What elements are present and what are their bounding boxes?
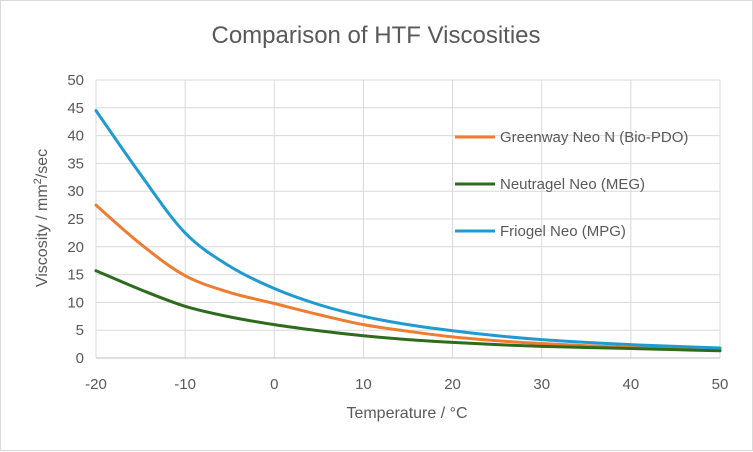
series-line-greenway-neo-n-bio-pdo	[94, 203, 722, 352]
x-axis-title: Temperature / °C	[346, 405, 467, 422]
gridlines	[95, 79, 721, 358]
x-tick-label: 40	[623, 376, 640, 393]
x-tick-label: -10	[174, 376, 196, 393]
x-tick-label: 10	[355, 376, 372, 393]
series-line-friogel-neo-mpg	[94, 109, 722, 350]
legend-label-neutragel-neo-meg: Neutragel Neo (MEG)	[500, 176, 645, 193]
y-tick-label: 45	[67, 100, 84, 117]
legend: Greenway Neo N (Bio-PDO) Neutragel Neo (M…	[455, 129, 688, 240]
legend-label-greenway-neo-n-bio-pdo: Greenway Neo N (Bio-PDO)	[500, 129, 688, 146]
y-axis-title-prefix: Viscosity / mm	[34, 184, 51, 287]
y-tick-label: 50	[67, 72, 84, 89]
x-tick-label: -20	[85, 376, 107, 393]
axes: 0 5 10 15 20 25 30 35 40 45 50 -20 -10 0 10 20 30 40 50	[67, 72, 728, 393]
x-tick-label: 30	[533, 376, 550, 393]
y-tick-label: 10	[67, 294, 84, 311]
y-tick-label: 35	[67, 155, 84, 172]
series-line-neutragel-neo-meg	[94, 269, 722, 353]
x-tick-label: 20	[444, 376, 461, 393]
x-tick-label: 50	[712, 376, 729, 393]
series-lines	[94, 109, 722, 353]
y-axis-title-suffix: /sec	[34, 149, 51, 178]
y-tick-label: 25	[67, 211, 84, 228]
y-tick-label: 40	[67, 128, 84, 145]
y-tick-label: 0	[76, 350, 84, 367]
legend-label-friogel-neo-mpg: Friogel Neo (MPG)	[500, 223, 626, 240]
y-tick-label: 15	[67, 267, 84, 284]
y-axis-title-sup: 2	[32, 178, 44, 184]
y-tick-label: 30	[67, 183, 84, 200]
chart-title: Comparison of HTF Viscosities	[212, 22, 541, 49]
y-tick-label: 5	[76, 322, 84, 339]
y-axis-title: Viscosity / mm2/sec	[32, 149, 51, 287]
y-tick-label: 20	[67, 239, 84, 256]
x-tick-label: 0	[270, 376, 278, 393]
